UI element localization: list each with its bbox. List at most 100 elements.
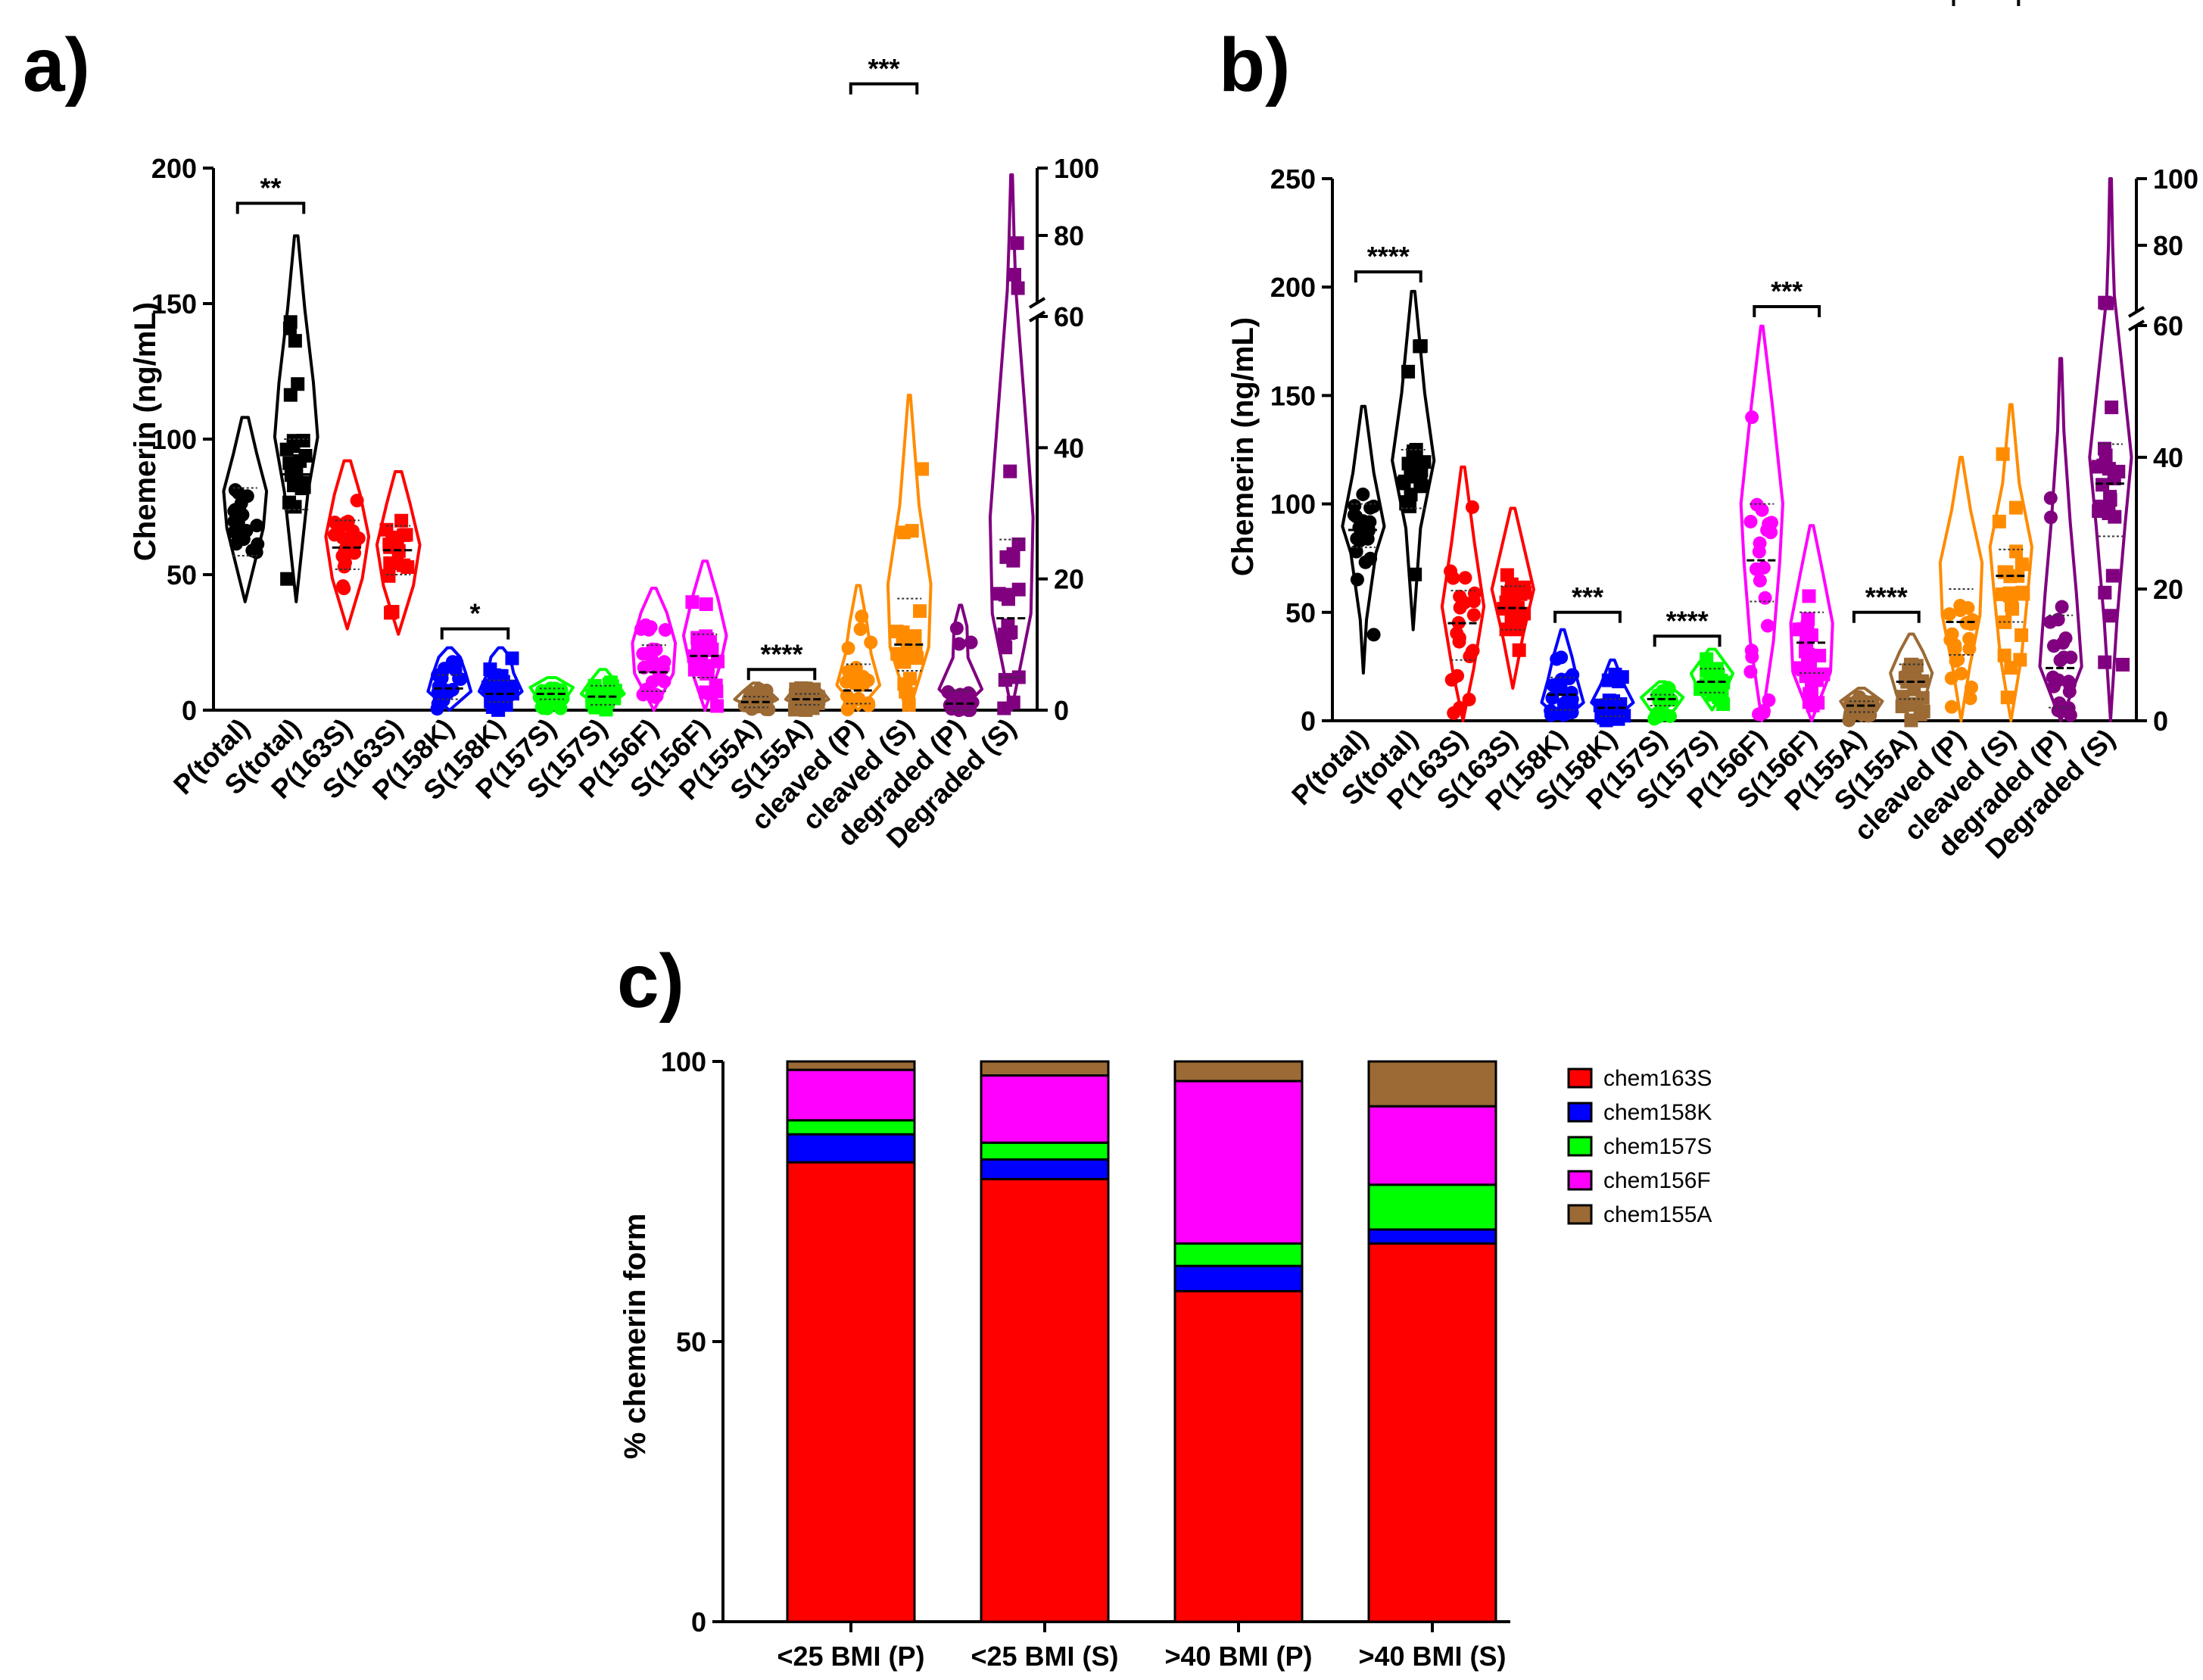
stacked-bar-40-bmi-p <box>1173 1060 1304 1623</box>
data-point <box>2105 609 2119 623</box>
data-point <box>913 604 927 619</box>
data-point <box>1762 516 1776 531</box>
c-x-tick-label: >40 BMI (P) <box>1164 1641 1312 1672</box>
legend-swatch <box>1567 1204 1593 1225</box>
bracket-line <box>1553 610 1622 623</box>
data-point <box>1865 695 1880 709</box>
data-point <box>1743 514 1758 528</box>
data-point <box>291 377 305 391</box>
significance-bracket: **** <box>1354 241 1422 283</box>
data-point <box>1812 648 1827 662</box>
data-point <box>1550 652 1564 666</box>
bracket-line <box>1852 610 1921 623</box>
data-point <box>1465 500 1479 514</box>
significance-stars: *** <box>1771 276 1803 307</box>
data-point <box>340 532 354 547</box>
data-point <box>1466 608 1481 622</box>
legend-item-chem155a: chem155A <box>1567 1202 1712 1227</box>
legend-item-chem163s: chem163S <box>1567 1066 1712 1091</box>
violin-degraded-p <box>937 603 984 717</box>
data-point <box>438 687 452 701</box>
legend-swatch <box>1567 1136 1593 1157</box>
data-point <box>1816 667 1831 681</box>
data-point <box>287 478 301 493</box>
violin-p-163s <box>1440 465 1486 722</box>
data-point <box>1743 665 1758 679</box>
data-point <box>1356 487 1370 501</box>
data-point <box>910 651 924 665</box>
data-point <box>964 635 978 650</box>
right-y-tick-label: 80 <box>2153 230 2183 261</box>
data-point <box>1896 690 1910 704</box>
data-point <box>2043 491 2058 505</box>
data-point <box>2057 650 2071 665</box>
bar-segment-chem155a <box>1173 1060 1304 1083</box>
data-point <box>351 531 366 545</box>
data-point <box>2097 441 2111 456</box>
significance-bracket: **** <box>1852 581 1921 623</box>
data-point <box>2100 296 2114 310</box>
data-point <box>280 572 294 586</box>
data-point <box>2098 655 2112 669</box>
violin-p-157s <box>528 676 575 715</box>
data-point <box>384 606 398 620</box>
left-y-tick-label: 100 <box>151 424 197 455</box>
data-point <box>2005 602 2020 616</box>
data-point <box>636 687 650 702</box>
violin-s-157s <box>1689 647 1735 712</box>
data-point <box>711 654 725 669</box>
data-point <box>2014 628 2029 642</box>
significance-stars: **** <box>1367 241 1410 272</box>
bracket-line <box>849 82 919 95</box>
violin-p-total <box>1341 404 1386 675</box>
data-point <box>1007 267 1021 282</box>
data-point <box>1803 660 1817 675</box>
significance-stars: *** <box>868 53 899 84</box>
significance-bracket: ** <box>1952 0 2021 6</box>
data-point <box>841 641 855 656</box>
c-x-tick-label: >40 BMI (S) <box>1358 1641 1506 1672</box>
data-point <box>809 694 823 709</box>
data-point <box>1903 672 1918 687</box>
left-y-tick-label: 200 <box>151 153 197 184</box>
data-point <box>2105 569 2120 583</box>
right-y-tick-label: 100 <box>1054 153 1099 184</box>
data-point <box>1601 673 1616 687</box>
data-point <box>1801 612 1815 626</box>
right-y-tick-label: 0 <box>1054 695 1069 726</box>
data-point <box>394 513 409 528</box>
data-point <box>944 688 958 703</box>
data-point <box>1962 642 1977 656</box>
data-point <box>337 559 351 574</box>
violin-degraded-s <box>2088 177 2133 722</box>
data-point <box>2116 657 2130 672</box>
data-point <box>855 669 870 684</box>
data-point <box>864 635 878 650</box>
data-point <box>943 698 957 712</box>
right-y-tick-label: 60 <box>2153 310 2183 341</box>
significance-bracket: *** <box>849 53 919 95</box>
panel-a-y-axis-title: Chemerin (ng/mL) <box>129 302 162 561</box>
violin-outline <box>324 459 371 631</box>
left-y-tick-label: 50 <box>167 559 197 591</box>
data-point <box>658 623 672 637</box>
data-point <box>751 697 765 711</box>
data-point <box>807 682 821 697</box>
violin-outline <box>426 646 473 712</box>
legend-item-chem158k: chem158K <box>1567 1100 1712 1125</box>
data-point <box>251 537 265 551</box>
c-y-tick-label: 0 <box>691 1607 706 1638</box>
significance-stars: **** <box>1865 581 1908 612</box>
data-point <box>505 651 519 665</box>
left-y-tick-label: 150 <box>1270 380 1316 411</box>
violin-outline <box>1938 456 1984 722</box>
data-point <box>432 697 447 712</box>
c-x-tick-label: <25 BMI (P) <box>777 1641 924 1672</box>
legend-label: chem158K <box>1603 1100 1712 1125</box>
stacked-bar-25-bmi-s <box>980 1060 1110 1623</box>
data-point <box>1504 584 1519 598</box>
data-point <box>1792 622 1806 637</box>
violin-outline <box>1391 289 1436 631</box>
data-point <box>853 622 868 637</box>
